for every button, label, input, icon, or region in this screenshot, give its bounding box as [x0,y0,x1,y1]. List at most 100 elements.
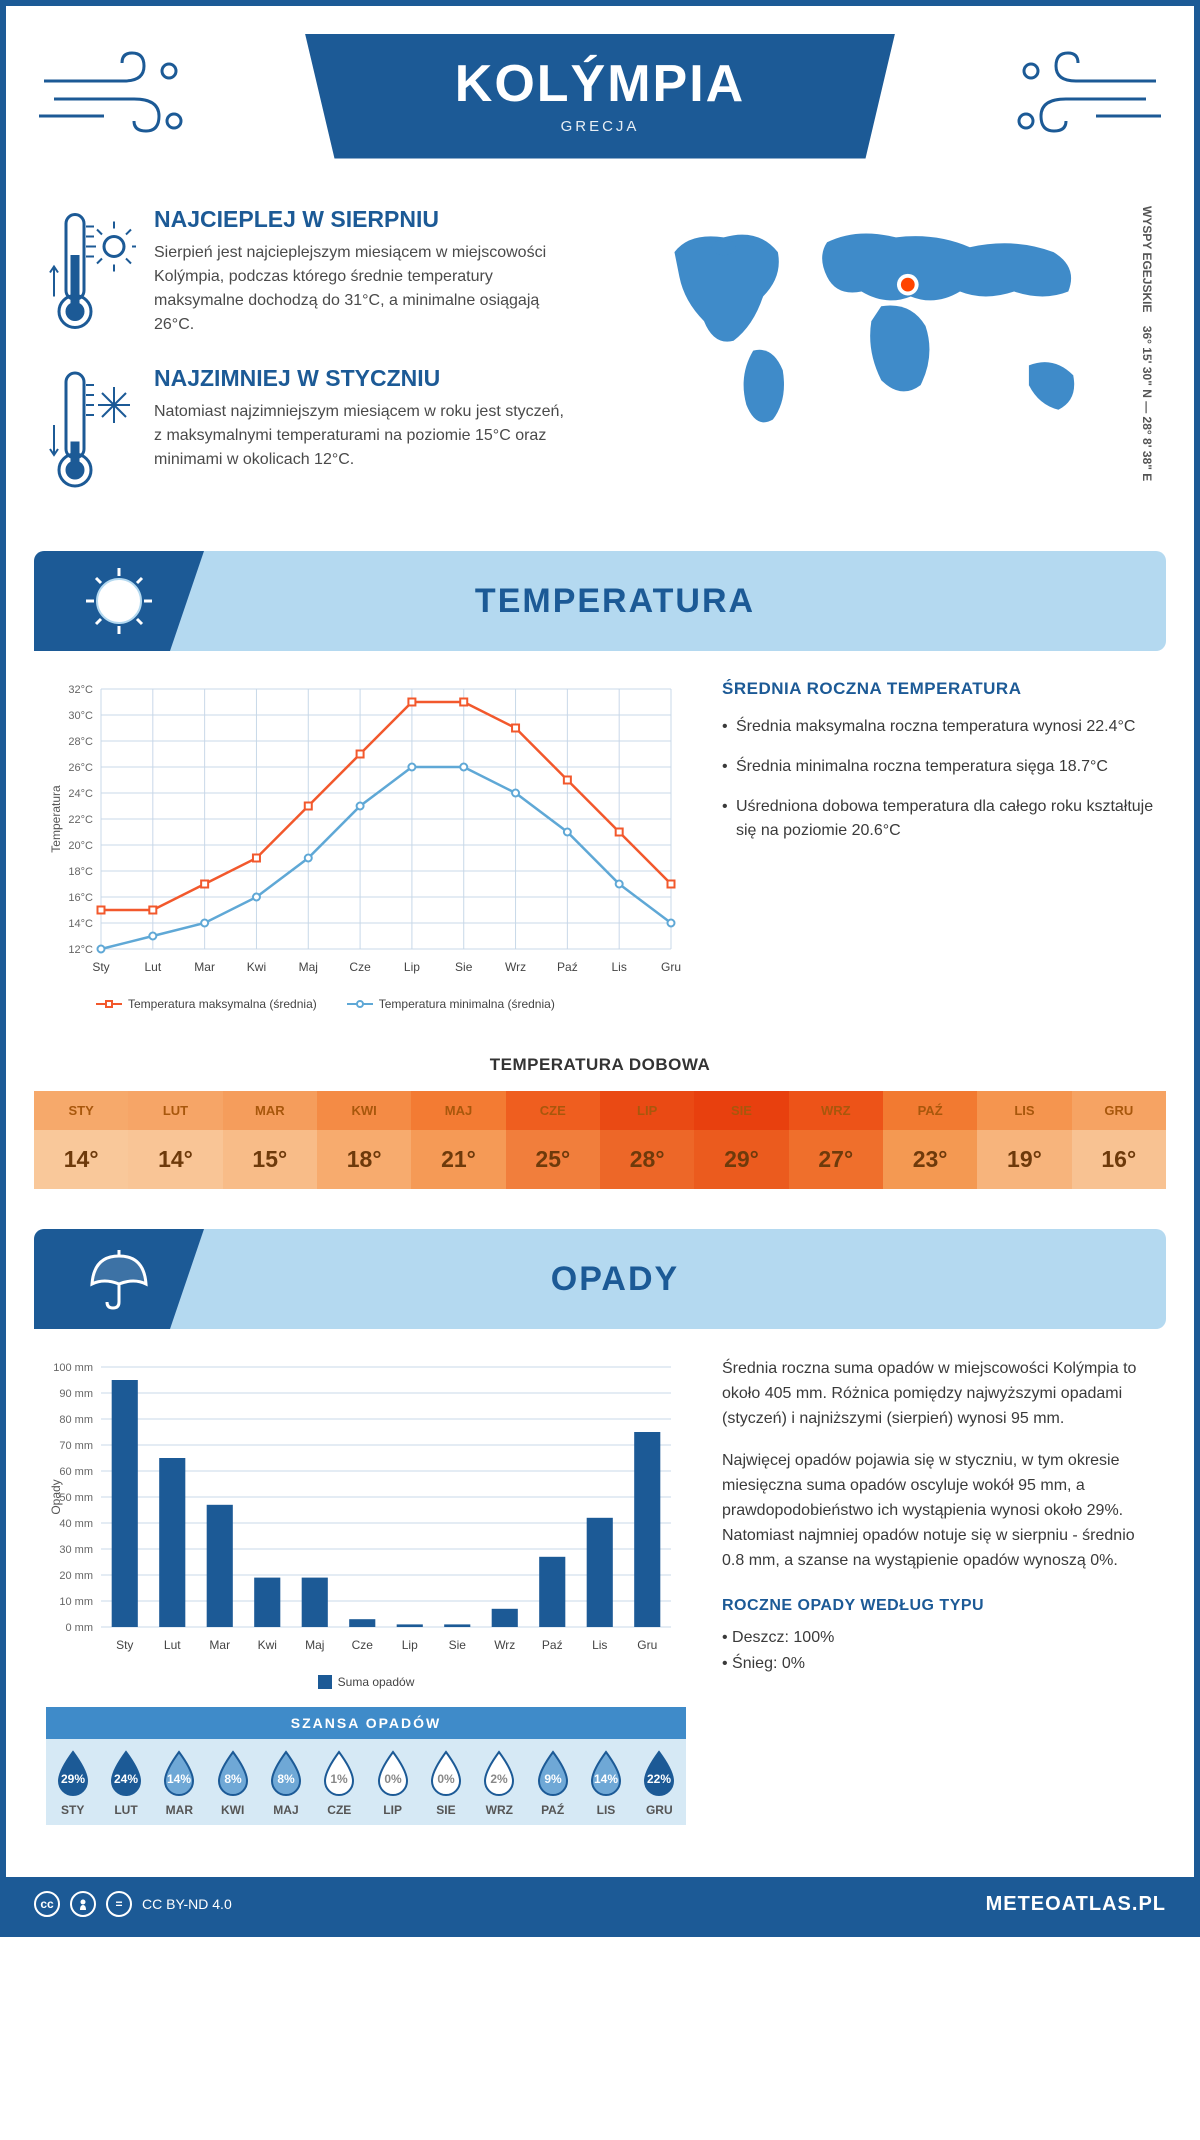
svg-text:18°C: 18°C [68,866,93,878]
sun-icon [84,566,154,636]
svg-text:Sie: Sie [455,960,473,974]
coldest-body: Natomiast najzimniejszym miesiącem w rok… [154,400,574,472]
svg-text:80 mm: 80 mm [59,1414,93,1426]
chance-cell: 14%MAR [153,1739,206,1825]
coldest-heading: NAJZIMNIEJ W STYCZNIU [154,365,574,392]
svg-text:22°C: 22°C [68,814,93,826]
svg-text:Lis: Lis [592,1638,607,1652]
svg-text:Gru: Gru [637,1638,657,1652]
rain-p1: Średnia roczna suma opadów w miejscowośc… [722,1357,1154,1431]
svg-text:Gru: Gru [661,960,681,974]
chance-row: 29%STY24%LUT14%MAR8%KWI8%MAJ1%CZE0%LIP0%… [46,1739,686,1825]
chance-cell: 22%GRU [633,1739,686,1825]
svg-text:14%: 14% [594,1772,618,1786]
umbrella-icon [84,1244,154,1314]
thermometer-cold-icon [46,365,136,495]
temp-bullet: Średnia minimalna roczna temperatura się… [722,755,1154,779]
daily-cell: CZE25° [506,1091,600,1189]
svg-text:50 mm: 50 mm [59,1492,93,1504]
svg-text:Mar: Mar [194,960,215,974]
svg-text:Cze: Cze [352,1638,374,1652]
rain-chart-legend: Suma opadów [46,1675,686,1689]
svg-text:0 mm: 0 mm [66,1622,94,1634]
chance-cell: 8%KWI [206,1739,259,1825]
rain-section-title: OPADY [204,1260,1166,1299]
svg-text:Paź: Paź [542,1638,563,1652]
svg-text:40 mm: 40 mm [59,1518,93,1530]
chance-cell: 1%CZE [313,1739,366,1825]
warmest-fact: NAJCIEPLEJ W SIERPNIU Sierpień jest najc… [46,206,612,337]
rain-type-snow: • Śnieg: 0% [722,1651,1154,1677]
chance-cell: 9%PAŹ [526,1739,579,1825]
temperature-line-chart: 12°C14°C16°C18°C20°C22°C24°C26°C28°C30°C… [46,679,686,989]
daily-cell: MAR15° [223,1091,317,1189]
svg-text:0%: 0% [384,1772,402,1786]
svg-text:70 mm: 70 mm [59,1440,93,1452]
svg-text:Wrz: Wrz [494,1638,515,1652]
warmest-heading: NAJCIEPLEJ W SIERPNIU [154,206,574,233]
svg-text:Mar: Mar [209,1638,230,1652]
svg-text:Cze: Cze [349,960,371,974]
svg-text:12°C: 12°C [68,944,93,956]
svg-text:2%: 2% [491,1772,509,1786]
svg-text:24°C: 24°C [68,788,93,800]
rain-p2: Najwięcej opadów pojawia się w styczniu,… [722,1449,1154,1573]
svg-text:90 mm: 90 mm [59,1388,93,1400]
temp-section-title: TEMPERATURA [204,582,1166,621]
svg-text:8%: 8% [277,1772,295,1786]
svg-text:22%: 22% [647,1772,671,1786]
thermometer-hot-icon [46,206,136,337]
svg-text:28°C: 28°C [68,736,93,748]
svg-text:Lis: Lis [612,960,627,974]
svg-text:20°C: 20°C [68,840,93,852]
chance-cell: 24%LUT [99,1739,152,1825]
daily-temp-title: TEMPERATURA DOBOWA [6,1055,1194,1075]
header: KOLÝMPIA GRECJA [6,6,1194,186]
svg-text:Sty: Sty [92,960,109,974]
svg-text:Maj: Maj [299,960,318,974]
svg-text:29%: 29% [61,1772,85,1786]
warmest-body: Sierpień jest najcieplejszym miesiącem w… [154,241,574,337]
svg-text:0%: 0% [437,1772,455,1786]
chance-cell: 0%LIP [366,1739,419,1825]
avg-temp-heading: ŚREDNIA ROCZNA TEMPERATURA [722,679,1154,699]
temp-bullet: Średnia maksymalna roczna temperatura wy… [722,715,1154,739]
svg-text:26°C: 26°C [68,762,93,774]
svg-text:8%: 8% [224,1772,242,1786]
daily-cell: STY14° [34,1091,128,1189]
daily-cell: WRZ27° [789,1091,883,1189]
svg-text:30°C: 30°C [68,710,93,722]
svg-text:Lip: Lip [404,960,420,974]
chance-cell: 8%MAJ [259,1739,312,1825]
chance-cell: 0%SIE [419,1739,472,1825]
svg-text:Maj: Maj [305,1638,324,1652]
svg-text:Kwi: Kwi [258,1638,277,1652]
rain-type-rain: • Deszcz: 100% [722,1625,1154,1651]
chance-cell: 2%WRZ [473,1739,526,1825]
svg-text:9%: 9% [544,1772,562,1786]
svg-text:Temperatura: Temperatura [49,785,63,853]
svg-text:Kwi: Kwi [247,960,266,974]
rain-section-header: OPADY [34,1229,1166,1329]
svg-text:Paź: Paź [557,960,578,974]
chance-cell: 29%STY [46,1739,99,1825]
svg-text:Lip: Lip [402,1638,418,1652]
coordinates: WYSPY EGEJSKIE 36° 15' 30" N — 28° 8' 38… [1140,206,1154,523]
svg-text:10 mm: 10 mm [59,1596,93,1608]
footer-brand: METEOATLAS.PL [986,1893,1166,1916]
svg-text:Wrz: Wrz [505,960,526,974]
temp-bullet: Uśredniona dobowa temperatura dla całego… [722,795,1154,843]
precipitation-bar-chart: 0 mm10 mm20 mm30 mm40 mm50 mm60 mm70 mm8… [46,1357,686,1667]
daily-cell: LIP28° [600,1091,694,1189]
license: cc = CC BY-ND 4.0 [34,1891,232,1917]
wind-icon-right [1006,41,1166,151]
chance-cell: 14%LIS [579,1739,632,1825]
coldest-fact: NAJZIMNIEJ W STYCZNIU Natomiast najzimni… [46,365,612,495]
daily-cell: LUT14° [128,1091,222,1189]
daily-cell: GRU16° [1072,1091,1166,1189]
country-subtitle: GRECJA [305,118,895,135]
svg-text:Sie: Sie [449,1638,467,1652]
svg-text:14%: 14% [167,1772,191,1786]
chance-header: SZANSA OPADÓW [46,1707,686,1739]
wind-icon-left [34,41,194,151]
